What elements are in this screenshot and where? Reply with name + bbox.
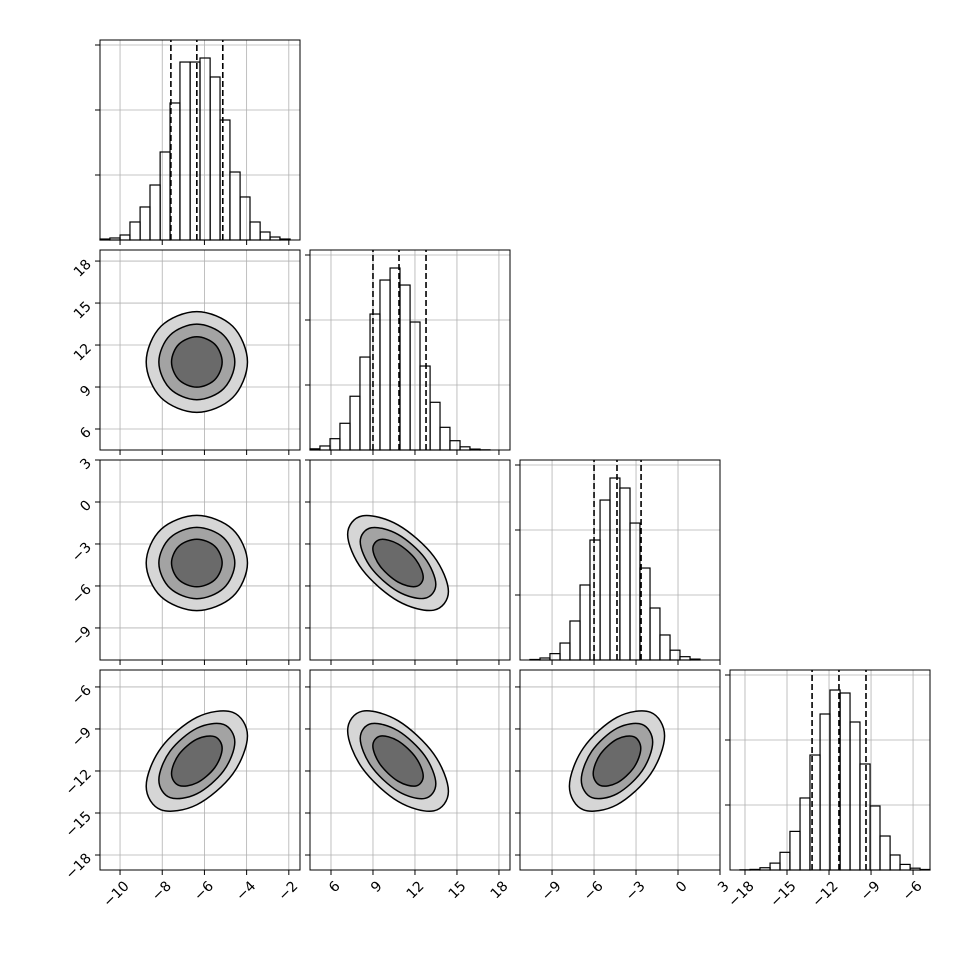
x-tick-label: −6 (191, 878, 217, 904)
histogram-bar (890, 855, 900, 870)
histogram-bar (350, 396, 360, 450)
histogram-bar (840, 693, 850, 870)
histogram-bar (200, 58, 210, 240)
x-tick-label: 18 (488, 878, 512, 902)
histogram-bar (790, 831, 800, 870)
y-tick-label: 3 (77, 456, 95, 474)
histogram-bar (630, 523, 640, 660)
x-tick-label: −6 (581, 878, 607, 904)
histogram-bar (140, 207, 150, 240)
y-tick-label: −9 (69, 724, 95, 750)
y-tick-label: −6 (69, 682, 95, 708)
histogram-bar (120, 235, 130, 240)
x-tick-label: 0 (673, 878, 691, 896)
y-tick-label: 0 (77, 498, 95, 516)
x-tick-label: 15 (446, 878, 470, 902)
x-tick-label: −9 (539, 878, 565, 904)
histogram-bar (560, 643, 570, 660)
histogram-bar (830, 690, 840, 870)
histogram-bar (580, 585, 590, 660)
histogram-bar (860, 764, 870, 870)
histogram-bar (160, 152, 170, 240)
histogram-bar (600, 500, 610, 660)
histogram-bar (260, 232, 270, 240)
panel (305, 250, 510, 455)
histogram-bar (240, 197, 250, 240)
histogram-bar (330, 439, 340, 450)
histogram-bar (650, 608, 660, 660)
x-tick-label: −10 (100, 878, 132, 910)
panel: −18 −15 −12 −9 −6 (725, 670, 930, 911)
histogram-bar (550, 654, 560, 660)
histogram-bar (230, 172, 240, 240)
histogram-bar (380, 280, 390, 450)
x-tick-label: −18 (725, 878, 757, 910)
histogram-bar (150, 185, 160, 240)
histogram-bar (180, 62, 190, 240)
x-tick-label: −4 (233, 878, 259, 904)
y-tick-label: 18 (71, 257, 95, 281)
histogram-bar (250, 222, 260, 240)
histogram-bar (870, 806, 880, 870)
x-tick-label: −15 (767, 878, 799, 910)
y-tick-label: −6 (69, 581, 95, 607)
y-tick-label: −15 (63, 809, 95, 841)
panel: −9 −6 −3 0 3 (69, 456, 300, 665)
contour (172, 539, 223, 587)
histogram-bar (420, 366, 430, 450)
histogram-bar (900, 864, 910, 870)
histogram-bar (820, 714, 830, 870)
histogram-bar (320, 446, 330, 450)
y-tick-label: −9 (69, 623, 95, 649)
y-tick-label: 6 (77, 424, 95, 442)
histogram-bar (440, 427, 450, 450)
x-tick-label: 6 (326, 878, 344, 896)
histogram-bar (340, 423, 350, 450)
y-tick-label: −18 (63, 851, 95, 883)
y-tick-label: 15 (71, 299, 95, 323)
histogram-bar (660, 635, 670, 660)
histogram-bar (850, 722, 860, 870)
y-tick-label: −3 (69, 539, 95, 565)
histogram-bar (130, 222, 140, 240)
histogram-bar (190, 62, 200, 240)
histogram-bar (430, 402, 440, 450)
x-tick-label: 12 (404, 878, 428, 902)
x-tick-label: 9 (368, 878, 386, 896)
contour (172, 337, 223, 387)
histogram-bar (360, 357, 370, 450)
panel (305, 460, 510, 665)
histogram-bar (610, 478, 620, 660)
histogram-bar (880, 836, 890, 870)
x-tick-label: −3 (623, 878, 649, 904)
histogram-bar (450, 441, 460, 450)
histogram-bar (620, 488, 630, 660)
y-tick-label: 12 (71, 341, 95, 365)
panel: −10 −8 −6 −4 −2 −18 −15 −12 −9 −6 (63, 670, 302, 911)
y-tick-label: −12 (63, 766, 95, 798)
panel: 6 9 12 15 18 (305, 670, 512, 902)
histogram-bar (670, 650, 680, 660)
y-tick-label: 9 (77, 383, 95, 401)
x-tick-label: −9 (858, 878, 884, 904)
panel: 6 9 12 15 18 (71, 250, 300, 455)
histogram-bar (400, 285, 410, 450)
x-tick-label: −2 (276, 878, 302, 904)
x-tick-label: −12 (809, 878, 841, 910)
panel (95, 40, 300, 245)
x-tick-label: −8 (149, 878, 175, 904)
histogram-bar (780, 852, 790, 870)
histogram-bar (590, 540, 600, 660)
histogram-bar (570, 621, 580, 660)
histogram-bar (800, 798, 810, 870)
panel (515, 460, 720, 665)
histogram-bar (370, 314, 380, 450)
x-tick-label: −6 (900, 878, 926, 904)
histogram-bar (770, 863, 780, 870)
histogram-bar (210, 77, 220, 240)
histogram-bar (220, 120, 230, 240)
